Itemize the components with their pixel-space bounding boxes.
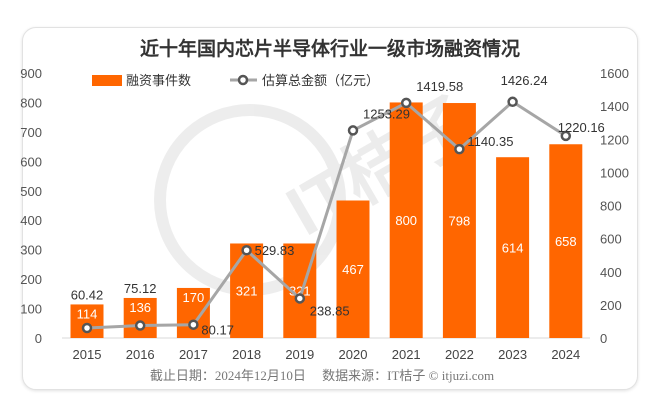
left-tick-label: 900 — [20, 66, 42, 81]
right-tick-label: 200 — [600, 298, 622, 313]
bar — [496, 157, 530, 338]
bar-data-label: 170 — [183, 290, 205, 305]
legend: 融资事件数 估算总金额（亿元） — [92, 73, 379, 88]
line-point — [400, 97, 412, 109]
x-tick-label: 2024 — [551, 347, 580, 362]
line-data-label: 1419.58 — [416, 79, 463, 94]
line-data-label: 1140.35 — [467, 134, 513, 149]
left-tick-label: 500 — [20, 184, 42, 199]
bar — [442, 103, 476, 339]
right-tick-label: 1600 — [600, 66, 629, 81]
left-tick-label: 100 — [20, 302, 42, 317]
line-data-label: 1220.16 — [558, 120, 605, 135]
bar-data-label: 658 — [555, 234, 577, 249]
line-point — [560, 130, 572, 142]
right-tick-label: 1200 — [600, 132, 629, 147]
line-data-label: 1426.24 — [501, 73, 548, 88]
line-point — [134, 320, 146, 331]
line-point — [507, 96, 518, 108]
line-point — [347, 125, 359, 136]
line-data-label: 529.83 — [255, 243, 295, 258]
right-tick-label: 1400 — [600, 99, 629, 114]
legend-bar-swatch — [92, 75, 122, 86]
right-tick-label: 400 — [600, 265, 622, 280]
left-tick-label: 300 — [20, 243, 42, 258]
watermark: IT桔子 — [154, 82, 488, 296]
x-tick-label: 2019 — [285, 347, 314, 362]
right-tick-label: 1000 — [600, 165, 629, 180]
x-tick-label: 2018 — [232, 347, 261, 362]
legend-line-marker — [237, 74, 249, 86]
bar-data-label: 321 — [236, 284, 258, 299]
bar — [336, 200, 370, 338]
x-tick-label: 2015 — [73, 347, 102, 362]
bar-data-label: 114 — [77, 306, 98, 321]
left-tick-label: 800 — [20, 95, 42, 110]
legend-line-label: 估算总金额（亿元） — [262, 73, 379, 88]
x-tick-label: 2017 — [179, 347, 208, 362]
bar — [549, 144, 583, 338]
line-data-label: 238.85 — [310, 303, 350, 318]
line-point — [81, 322, 93, 334]
amount-line — [86, 99, 567, 330]
right-tick-label: 600 — [600, 232, 622, 247]
footer-source: 截止日期：2024年12月10日 数据来源：IT桔子 © itjuzi.com — [150, 368, 494, 383]
x-tick-label: 2022 — [445, 347, 474, 362]
bar-data-label: 467 — [342, 262, 364, 277]
bar-data-label: 798 — [449, 214, 471, 229]
legend-bar-label: 融资事件数 — [126, 73, 191, 88]
line-data-label: 80.17 — [201, 323, 234, 338]
bar — [389, 102, 423, 338]
bar-data-label: 614 — [502, 241, 524, 256]
x-tick-label: 2021 — [392, 347, 421, 362]
line-data-label: 60.42 — [71, 287, 104, 302]
line-point — [294, 293, 306, 304]
line-point — [241, 244, 252, 256]
line-data-label: 1253.29 — [363, 106, 410, 121]
left-tick-label: 400 — [20, 213, 42, 228]
right-tick-label: 0 — [600, 331, 607, 346]
left-tick-label: 0 — [35, 331, 42, 346]
x-tick-label: 2023 — [498, 347, 527, 362]
left-tick-label: 200 — [20, 272, 42, 287]
bar — [123, 297, 157, 338]
bar-data-label: 800 — [395, 213, 417, 228]
x-tick-label: 2016 — [126, 347, 155, 362]
line-point — [454, 143, 465, 155]
x-tick-label: 2020 — [339, 347, 368, 362]
left-tick-label: 700 — [20, 125, 42, 140]
left-tick-label: 600 — [20, 154, 42, 169]
line-data-label: 75.12 — [124, 281, 157, 296]
right-tick-label: 800 — [600, 199, 622, 214]
chart-title: 近十年国内芯片半导体行业一级市场融资情况 — [140, 37, 520, 60]
bar-data-label: 136 — [129, 300, 151, 315]
line-point — [188, 319, 199, 330]
